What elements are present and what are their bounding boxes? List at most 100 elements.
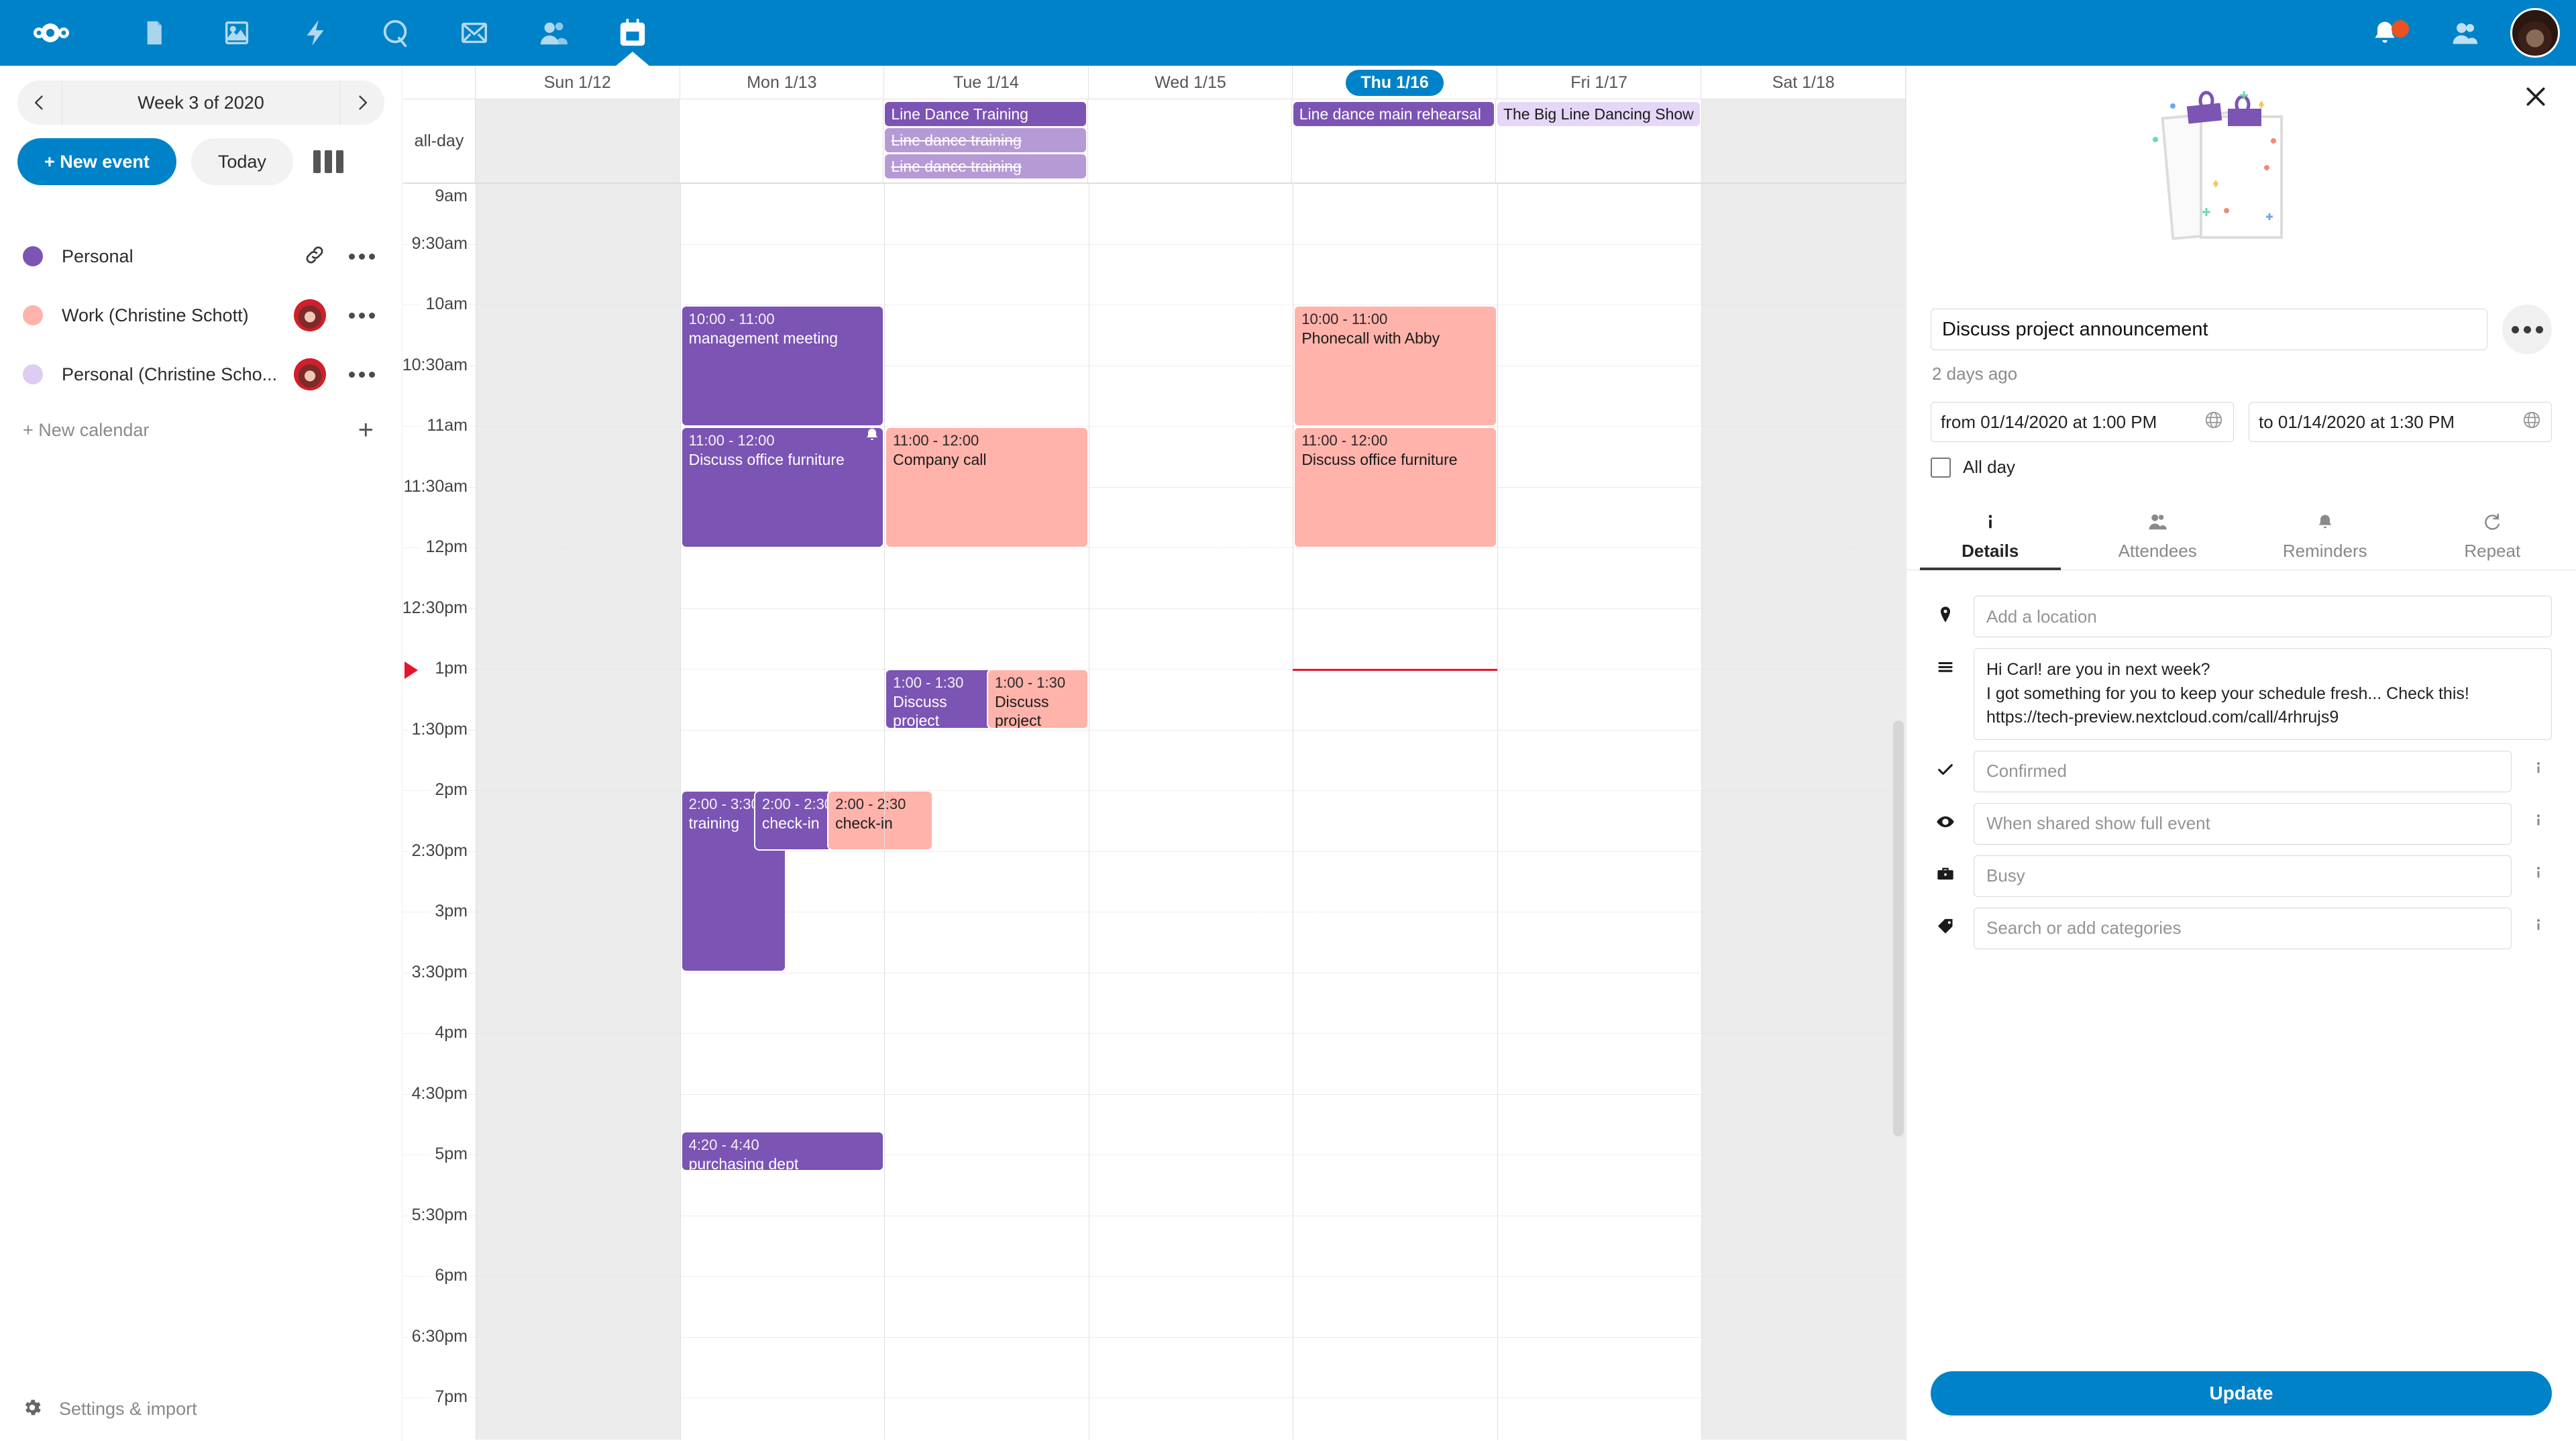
time-slot-cell[interactable] [1293, 1034, 1497, 1095]
time-slot-cell[interactable] [1702, 670, 1906, 731]
time-slot-cell[interactable] [1497, 852, 1702, 912]
time-slot-cell[interactable] [1497, 731, 1702, 791]
timezone-globe-icon[interactable] [2204, 410, 2224, 435]
timezone-globe-icon[interactable] [2522, 410, 2542, 435]
time-slot-cell[interactable] [1293, 245, 1497, 305]
time-slot-cell[interactable] [1497, 1277, 1702, 1338]
calendar-list-item[interactable]: Work (Christine Schott) [0, 286, 402, 345]
time-slot-cell[interactable] [1497, 1095, 1702, 1155]
day-column-mon[interactable]: 10:00 - 11:00 management meeting 11:00 - 1… [680, 184, 933, 1440]
time-slot-cell[interactable] [681, 1398, 885, 1440]
time-slot-cell[interactable] [1293, 791, 1497, 852]
calendar-list-item[interactable]: Personal [0, 227, 402, 286]
contacts-icon[interactable] [514, 0, 593, 66]
day-header-fri[interactable]: Fri 1/17 [1497, 66, 1702, 99]
description-textarea[interactable]: Hi Carl! are you in next week? I got som… [1974, 648, 2552, 740]
time-slot-cell[interactable] [680, 973, 885, 1034]
info-icon[interactable] [2525, 855, 2552, 884]
time-slot-cell[interactable] [1089, 670, 1293, 731]
day-header-tue[interactable]: Tue 1/14 [884, 66, 1089, 99]
time-slot-cell[interactable] [1702, 548, 1906, 609]
time-slot-cell[interactable] [680, 1034, 885, 1095]
time-slot-cell[interactable] [1702, 245, 1906, 305]
time-slot-cell[interactable] [1497, 1216, 1702, 1277]
time-slot-cell[interactable] [1089, 366, 1293, 427]
info-icon[interactable] [2525, 803, 2552, 832]
all-day-cell-thu[interactable]: Line dance main rehearsal [1292, 99, 1496, 182]
calendar-event[interactable]: 11:00 - 12:00 Discuss office furniture [1293, 427, 1497, 548]
time-slot-cell[interactable] [1089, 548, 1293, 609]
all-day-event[interactable]: The Big Line Dancing Show [1497, 102, 1700, 126]
activity-icon[interactable] [276, 0, 356, 66]
time-slot-cell[interactable] [680, 184, 885, 245]
time-slot-cell[interactable] [1089, 1338, 1293, 1398]
time-slot-cell[interactable] [1497, 1155, 1702, 1216]
time-slot-cell[interactable] [680, 245, 885, 305]
time-slot-cell[interactable] [1702, 1034, 1906, 1095]
time-slot-cell[interactable] [1702, 973, 1906, 1034]
calendar-event[interactable]: 10:00 - 11:00 Phonecall with Abby [1293, 305, 1497, 427]
time-slot-cell[interactable] [476, 791, 680, 852]
all-day-event[interactable]: Line dance training [885, 154, 1086, 178]
status-select[interactable]: Confirmed [1974, 750, 2512, 792]
time-slot-cell[interactable] [1702, 366, 1906, 427]
all-day-cell-tue[interactable]: Line Dance Training Line dance training … [883, 99, 1088, 182]
time-slot-cell[interactable] [885, 366, 1089, 427]
time-slot-cell[interactable] [1089, 427, 1293, 488]
time-slot-cell[interactable] [1089, 731, 1293, 791]
info-icon[interactable] [2525, 908, 2552, 937]
contacts-menu-icon[interactable] [2424, 0, 2504, 66]
time-slot-cell[interactable] [476, 670, 680, 731]
calendar-event[interactable]: 11:00 - 12:00 Discuss office furniture [680, 427, 885, 548]
time-slot-cell[interactable] [1702, 427, 1906, 488]
time-slot-cell[interactable] [885, 973, 1089, 1034]
calendar-event[interactable]: 1:00 - 1:30 Discuss project [986, 669, 1089, 729]
all-day-event[interactable]: Line Dance Training [885, 102, 1086, 126]
time-slot-cell[interactable] [680, 670, 885, 731]
all-day-event[interactable]: Line dance training [885, 128, 1086, 152]
time-slot-cell[interactable] [476, 731, 680, 791]
time-slot-cell[interactable] [1089, 912, 1293, 973]
time-slot-cell[interactable] [680, 548, 885, 609]
categories-input[interactable]: Search or add categories [1974, 907, 2512, 949]
time-slot-cell[interactable] [1293, 548, 1497, 609]
time-slot-cell[interactable] [476, 1398, 680, 1440]
day-header-sat[interactable]: Sat 1/18 [1701, 66, 1906, 99]
day-header-sun[interactable]: Sun 1/12 [476, 66, 680, 99]
time-slot-cell[interactable] [476, 488, 680, 548]
time-slot-cell[interactable] [885, 548, 1089, 609]
time-slot-cell[interactable] [680, 731, 885, 791]
time-slot-cell[interactable] [1497, 1034, 1702, 1095]
time-slot-cell[interactable] [1702, 305, 1906, 366]
time-slot-cell[interactable] [1497, 973, 1702, 1034]
time-slot-cell[interactable] [885, 305, 1089, 366]
event-title-input[interactable] [1931, 309, 2487, 350]
all-day-cell-sat[interactable] [1701, 99, 1906, 182]
availability-select[interactable]: Busy [1974, 855, 2512, 897]
time-slot-cell[interactable] [1089, 1034, 1293, 1095]
time-slot-cell[interactable] [1089, 852, 1293, 912]
time-slot-cell[interactable] [1293, 184, 1497, 245]
files-icon[interactable] [118, 0, 197, 66]
time-slot-cell[interactable] [1293, 1338, 1497, 1398]
tab-attendees[interactable]: Attendees [2074, 502, 2242, 570]
time-slot-cell[interactable] [1089, 791, 1293, 852]
user-avatar[interactable] [2510, 8, 2560, 58]
day-column-fri[interactable] [1497, 184, 1702, 1440]
time-slot-cell[interactable] [1702, 609, 1906, 670]
time-slot-cell[interactable] [476, 1095, 680, 1155]
new-event-button[interactable]: + New event [17, 138, 176, 185]
time-slot-cell[interactable] [476, 184, 680, 245]
calendar-actions-menu[interactable] [339, 362, 384, 387]
calendar-event[interactable]: 10:00 - 11:00 management meeting [680, 305, 885, 427]
time-slot-cell[interactable] [885, 1338, 1089, 1398]
time-slot-cell[interactable] [1702, 488, 1906, 548]
time-slot-cell[interactable] [476, 912, 680, 973]
day-column-wed[interactable] [1088, 184, 1293, 1440]
time-slot-cell[interactable] [680, 1277, 885, 1338]
day-header-wed[interactable]: Wed 1/15 [1089, 66, 1293, 99]
time-slot-cell[interactable] [885, 609, 1089, 670]
photos-icon[interactable] [197, 0, 276, 66]
notifications-icon[interactable] [2345, 0, 2424, 66]
